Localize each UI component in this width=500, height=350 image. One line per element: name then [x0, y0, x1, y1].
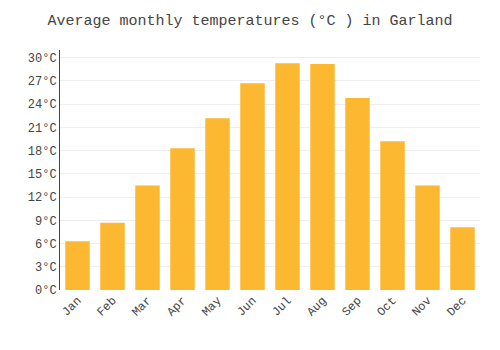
svg-text:Apr: Apr — [164, 294, 189, 319]
svg-text:9°C: 9°C — [35, 215, 57, 229]
svg-text:Jun: Jun — [234, 294, 259, 319]
svg-text:24°C: 24°C — [28, 98, 57, 112]
svg-text:Dec: Dec — [444, 294, 469, 319]
svg-text:21°C: 21°C — [28, 122, 57, 136]
svg-text:6°C: 6°C — [35, 238, 57, 252]
svg-text:May: May — [199, 294, 224, 319]
svg-text:Jan: Jan — [59, 294, 84, 319]
svg-text:27°C: 27°C — [28, 75, 57, 89]
svg-text:Mar: Mar — [129, 294, 154, 319]
svg-text:Average monthly temperatures (: Average monthly temperatures (°C ) in Ga… — [47, 13, 452, 30]
svg-text:30°C: 30°C — [28, 52, 57, 66]
svg-text:12°C: 12°C — [28, 191, 57, 205]
svg-text:0°C: 0°C — [35, 284, 57, 298]
svg-text:Jul: Jul — [269, 294, 294, 319]
svg-text:Oct: Oct — [374, 294, 399, 319]
svg-text:Feb: Feb — [94, 294, 119, 319]
svg-text:18°C: 18°C — [28, 145, 57, 159]
svg-text:Sep: Sep — [339, 294, 364, 319]
svg-text:Aug: Aug — [304, 294, 329, 319]
svg-text:3°C: 3°C — [35, 261, 57, 275]
svg-text:Nov: Nov — [409, 294, 434, 319]
svg-text:15°C: 15°C — [28, 168, 57, 182]
